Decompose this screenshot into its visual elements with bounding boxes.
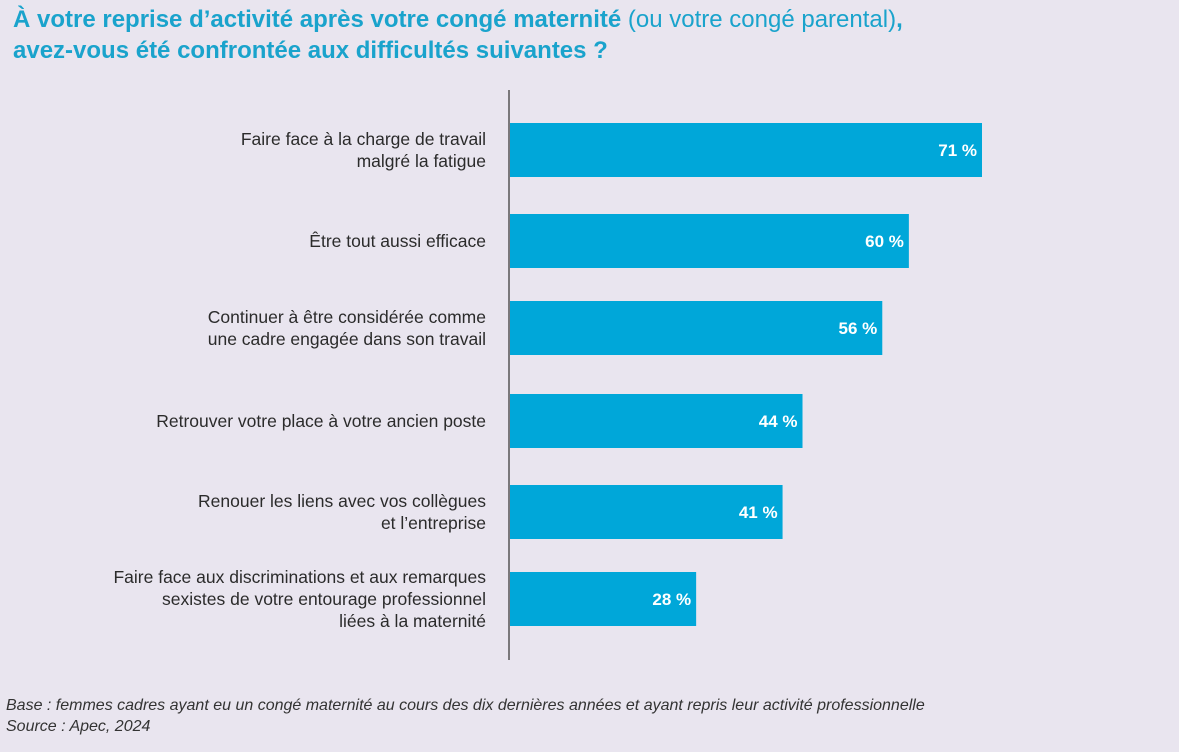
- category-label-line: malgré la fatigue: [357, 151, 486, 171]
- value-label-0: 71 %: [938, 141, 977, 160]
- value-label-2: 56 %: [839, 319, 878, 338]
- category-label-line: Retrouver votre place à votre ancien pos…: [156, 411, 486, 431]
- category-label-line: et l’entreprise: [381, 513, 486, 533]
- chart-footer: Base : femmes cadres ayant eu un congé m…: [6, 695, 1176, 737]
- bar-1: [510, 214, 909, 268]
- category-label-5: Faire face aux discriminations et aux re…: [113, 567, 486, 631]
- title-parenthetical: (ou votre congé parental): [621, 6, 897, 33]
- category-label-line: Être tout aussi efficace: [309, 231, 486, 251]
- category-label-1: Être tout aussi efficace: [309, 231, 486, 251]
- value-label-5: 28 %: [652, 590, 691, 609]
- category-label-line: Faire face aux discriminations et aux re…: [113, 567, 486, 587]
- bar-chart: 71 % Faire face à la charge de travail mal…: [113, 90, 982, 660]
- bar-2: [510, 301, 883, 355]
- category-label-line: Faire face à la charge de travail: [241, 129, 486, 149]
- category-label-2: Continuer à être considérée comme une cad…: [208, 307, 486, 349]
- bar-3: [510, 394, 803, 448]
- footer-base: Base : femmes cadres ayant eu un congé m…: [6, 697, 925, 714]
- title-comma: ,: [896, 6, 903, 33]
- category-label-4: Renouer les liens avec vos collègues et l…: [198, 491, 486, 533]
- category-label-line: sexistes de votre entourage professionne…: [162, 589, 486, 609]
- bar-5: [510, 572, 697, 626]
- title-line-2: avez-vous été confrontée aux difficultés…: [13, 37, 608, 64]
- bar-0: [510, 123, 982, 177]
- category-label-0: Faire face à la charge de travail malgré …: [241, 129, 486, 171]
- chart-title: À votre reprise d’activité après votre c…: [13, 4, 1163, 66]
- value-label-1: 60 %: [865, 232, 904, 251]
- category-label-3: Retrouver votre place à votre ancien pos…: [156, 411, 486, 431]
- value-label-3: 44 %: [759, 412, 798, 431]
- category-label-line: Continuer à être considérée comme: [208, 307, 486, 327]
- category-label-line: Renouer les liens avec vos collègues: [198, 491, 486, 511]
- category-label-line: une cadre engagée dans son travail: [208, 329, 486, 349]
- category-label-line: liées à la maternité: [339, 611, 486, 631]
- value-label-4: 41 %: [739, 503, 778, 522]
- bar-4: [510, 485, 783, 539]
- title-main: À votre reprise d’activité après votre c…: [13, 6, 622, 33]
- footer-source: Source : Apec, 2024: [6, 718, 151, 735]
